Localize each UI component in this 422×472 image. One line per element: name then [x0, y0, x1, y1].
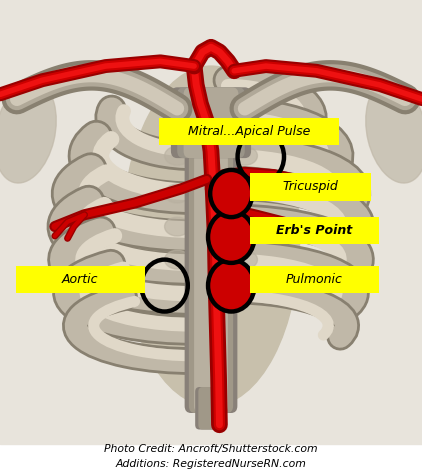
Text: Aortic: Aortic — [62, 273, 98, 286]
Ellipse shape — [165, 217, 190, 236]
Text: Photo Credit: Ancroft/Shutterstock.com: Photo Credit: Ancroft/Shutterstock.com — [104, 444, 318, 455]
Text: Tricuspid: Tricuspid — [282, 180, 338, 194]
Ellipse shape — [0, 81, 56, 183]
Circle shape — [210, 170, 252, 217]
Ellipse shape — [165, 184, 190, 203]
FancyBboxPatch shape — [250, 173, 371, 201]
Ellipse shape — [165, 109, 190, 127]
Text: Pulmonic: Pulmonic — [286, 273, 343, 286]
Ellipse shape — [232, 250, 257, 269]
FancyBboxPatch shape — [184, 87, 238, 158]
Ellipse shape — [232, 184, 257, 203]
Text: Mitral...Apical Pulse: Mitral...Apical Pulse — [188, 125, 310, 138]
FancyBboxPatch shape — [194, 125, 228, 413]
Text: Additions: RegisteredNurseRN.com: Additions: RegisteredNurseRN.com — [116, 458, 306, 469]
FancyBboxPatch shape — [195, 387, 227, 430]
FancyBboxPatch shape — [250, 266, 379, 293]
FancyBboxPatch shape — [171, 87, 251, 158]
FancyBboxPatch shape — [189, 125, 233, 413]
Ellipse shape — [366, 81, 422, 183]
FancyBboxPatch shape — [16, 266, 145, 293]
FancyBboxPatch shape — [250, 217, 379, 244]
FancyBboxPatch shape — [159, 118, 339, 145]
Text: Erb's Point: Erb's Point — [276, 224, 352, 237]
Circle shape — [208, 260, 254, 312]
FancyBboxPatch shape — [198, 387, 224, 430]
Circle shape — [208, 211, 254, 263]
Ellipse shape — [232, 217, 257, 236]
Ellipse shape — [232, 146, 257, 165]
Ellipse shape — [165, 146, 190, 165]
FancyBboxPatch shape — [185, 125, 237, 413]
Ellipse shape — [232, 109, 257, 127]
Ellipse shape — [122, 66, 300, 406]
Ellipse shape — [165, 250, 190, 269]
FancyBboxPatch shape — [177, 87, 245, 158]
